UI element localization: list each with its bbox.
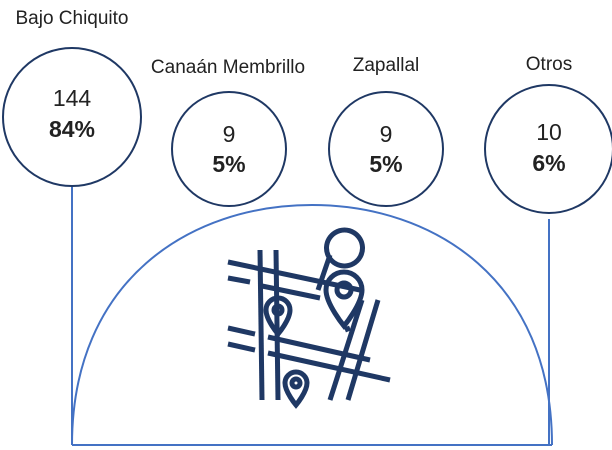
item-label: Bajo Chiquito [15, 8, 128, 29]
map-icon [227, 227, 391, 409]
item-percent: 5% [212, 151, 245, 177]
arch [71, 203, 553, 446]
item-percent: 5% [369, 151, 402, 177]
item-count: 144 [53, 85, 92, 111]
item-percent: 84% [49, 116, 95, 142]
item-label: Canaán Membrillo [151, 57, 305, 78]
item-circle [171, 91, 287, 207]
item-label: Otros [526, 54, 572, 75]
item-circle [2, 47, 142, 187]
item-percent: 6% [532, 150, 565, 176]
item-count: 10 [536, 119, 562, 145]
item-circle [328, 91, 444, 207]
item-circle [484, 84, 612, 214]
item-count: 9 [380, 121, 393, 147]
item-label: Zapallal [353, 55, 420, 76]
item-count: 9 [223, 121, 236, 147]
